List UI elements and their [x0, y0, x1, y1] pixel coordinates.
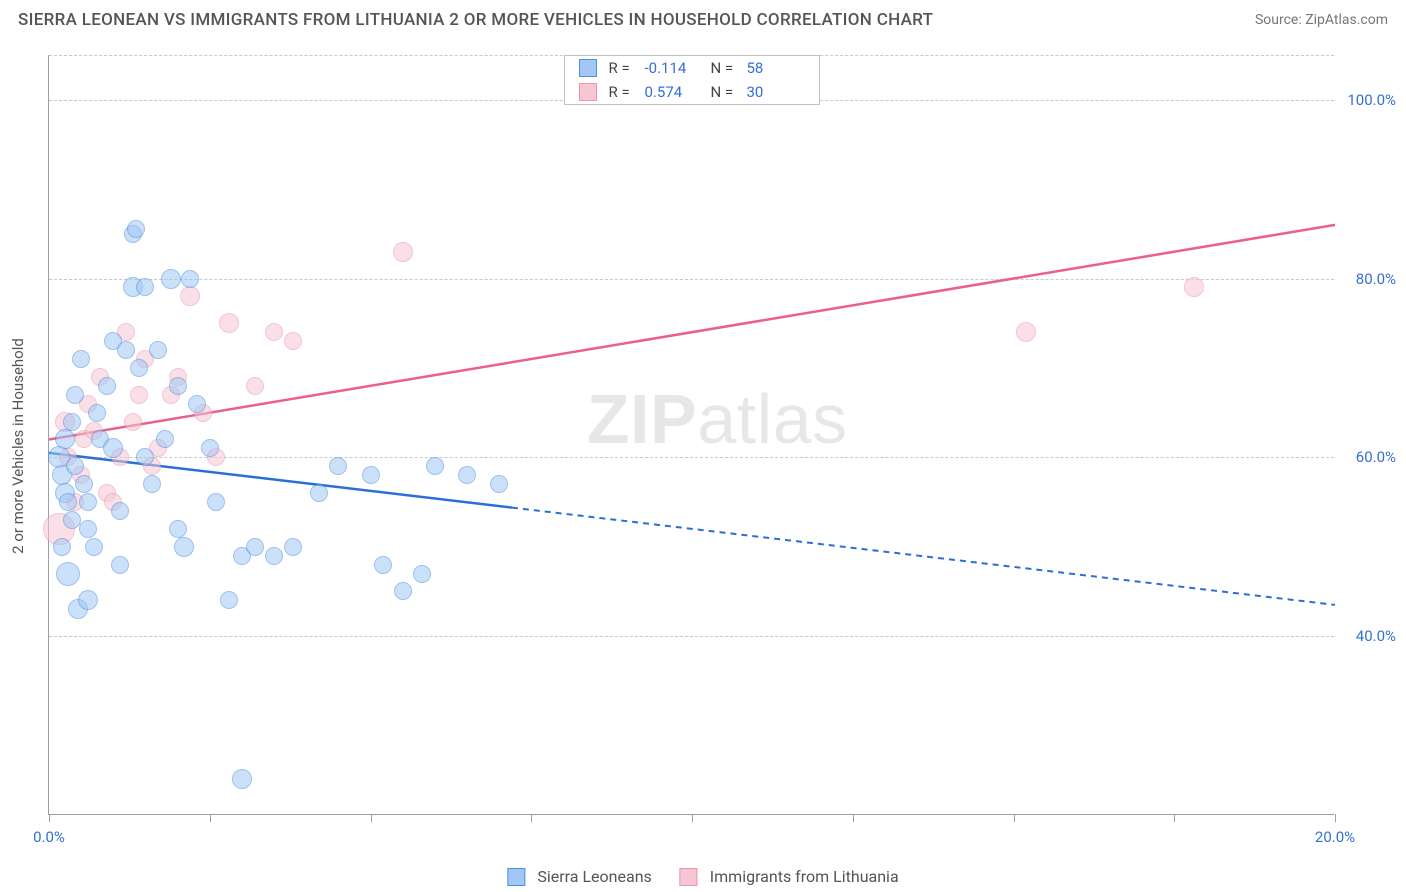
r-legend-row-pink: R = 0.574 N = 30 [565, 80, 819, 104]
data-point [220, 591, 238, 609]
data-point [374, 556, 392, 574]
data-point [362, 466, 380, 484]
data-point [169, 377, 187, 395]
y-tick-label: 80.0% [1356, 270, 1396, 288]
data-point [180, 286, 200, 306]
n-value: 58 [747, 59, 805, 77]
data-point [79, 520, 97, 538]
data-point [284, 332, 302, 350]
data-point [1184, 277, 1204, 297]
data-point [490, 475, 508, 493]
y-tick-label: 100.0% [1347, 91, 1396, 109]
swatch-pink-icon [680, 868, 698, 886]
data-point [124, 413, 142, 431]
data-point [56, 562, 80, 586]
data-point [1016, 322, 1036, 342]
data-point [136, 278, 154, 296]
x-tick [1335, 814, 1336, 822]
r-value: 0.574 [645, 83, 703, 101]
legend-item-pink: Immigrants from Lithuania [680, 867, 899, 886]
scatter-plot [49, 55, 1334, 814]
swatch-blue-icon [579, 59, 597, 77]
r-value: -0.114 [645, 59, 703, 77]
r-legend-row-blue: R = -0.114 N = 58 [565, 56, 819, 80]
data-point [265, 547, 283, 565]
chart-area: ZIPatlas 40.0%60.0%80.0%100.0% 0.0%20.0%… [48, 55, 1334, 815]
data-point [79, 493, 97, 511]
source-label: Source: ZipAtlas.com [1255, 12, 1388, 28]
data-point [72, 350, 90, 368]
r-label: R = [609, 59, 637, 77]
data-point [111, 502, 129, 520]
data-point [55, 429, 75, 449]
data-point [458, 466, 476, 484]
data-point [85, 538, 103, 556]
x-tick [853, 814, 854, 822]
n-label: N = [711, 83, 739, 101]
data-point [59, 493, 77, 511]
swatch-pink-icon [579, 83, 597, 101]
data-point [156, 430, 174, 448]
data-point [63, 413, 81, 431]
x-tick [371, 814, 372, 822]
swatch-blue-icon [507, 868, 525, 886]
correlation-legend: R = -0.114 N = 58 R = 0.574 N = 30 [564, 55, 820, 105]
data-point [219, 313, 239, 333]
data-point [426, 457, 444, 475]
x-tick-label: 20.0% [1315, 828, 1355, 846]
r-label: R = [609, 83, 637, 101]
data-point [174, 537, 194, 557]
data-point [127, 220, 145, 238]
data-point [181, 270, 199, 288]
series-legend: Sierra Leoneans Immigrants from Lithuani… [507, 867, 898, 886]
data-point [98, 377, 116, 395]
data-point [130, 386, 148, 404]
data-point [117, 341, 135, 359]
data-point [88, 404, 106, 422]
n-value: 30 [747, 83, 805, 101]
data-point [103, 438, 123, 458]
data-point [329, 457, 347, 475]
y-axis-title: 2 or more Vehicles in Household [9, 338, 27, 554]
data-point [284, 538, 302, 556]
data-point [143, 475, 161, 493]
data-point [201, 439, 219, 457]
data-point [413, 565, 431, 583]
data-point [265, 323, 283, 341]
x-tick-label: 0.0% [33, 828, 65, 846]
data-point [246, 377, 264, 395]
x-tick [1174, 814, 1175, 822]
data-point [136, 448, 154, 466]
data-point [188, 395, 206, 413]
data-point [66, 457, 84, 475]
data-point [394, 582, 412, 600]
data-point [393, 242, 413, 262]
data-point [66, 386, 84, 404]
legend-item-blue: Sierra Leoneans [507, 867, 651, 886]
legend-label: Immigrants from Lithuania [710, 867, 899, 886]
y-tick-label: 40.0% [1356, 627, 1396, 645]
x-tick [692, 814, 693, 822]
data-point [232, 769, 252, 789]
x-tick [49, 814, 50, 822]
data-point [246, 538, 264, 556]
data-point [130, 359, 148, 377]
legend-label: Sierra Leoneans [537, 867, 651, 886]
data-point [169, 520, 187, 538]
data-point [111, 556, 129, 574]
data-point [207, 493, 225, 511]
x-tick [531, 814, 532, 822]
data-point [161, 269, 181, 289]
data-point [53, 538, 71, 556]
data-point [149, 341, 167, 359]
x-tick [1014, 814, 1015, 822]
chart-title: SIERRA LEONEAN VS IMMIGRANTS FROM LITHUA… [18, 10, 933, 30]
data-point [78, 590, 98, 610]
x-tick [210, 814, 211, 822]
y-tick-label: 60.0% [1356, 448, 1396, 466]
data-point [75, 475, 93, 493]
data-point [310, 484, 328, 502]
n-label: N = [711, 59, 739, 77]
